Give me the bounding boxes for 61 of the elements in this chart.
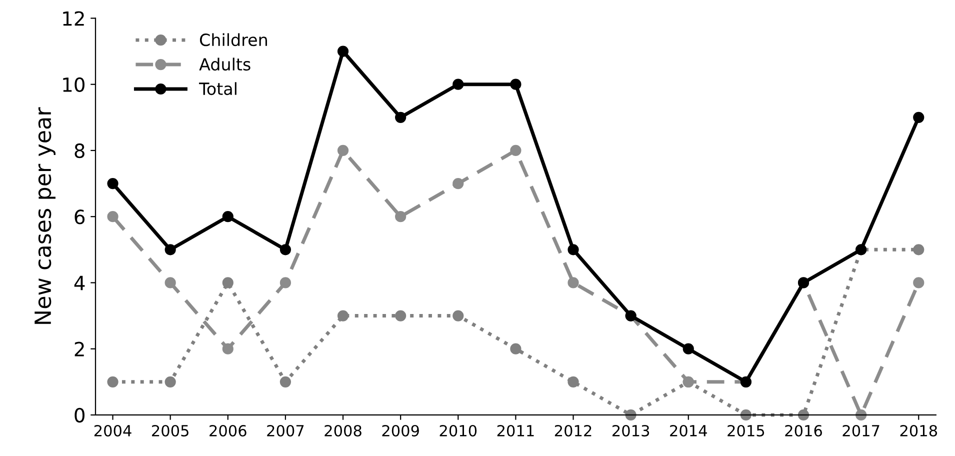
y-tick-label: 10 <box>63 77 84 92</box>
x-tick-label: 2014 <box>670 424 707 437</box>
point <box>568 376 579 388</box>
point <box>107 376 118 388</box>
point <box>568 277 579 288</box>
point <box>510 144 522 156</box>
y-tick-label: 4 <box>74 276 85 290</box>
point <box>222 211 234 222</box>
x-tick-label: 2007 <box>267 424 304 437</box>
point <box>222 277 234 288</box>
point <box>337 310 349 322</box>
point <box>280 277 292 288</box>
y-tick-label: 12 <box>63 11 84 26</box>
x-tick-label: 2018 <box>900 424 938 437</box>
legend-label: Total <box>198 82 236 96</box>
legend-label: Children <box>200 33 267 46</box>
point <box>452 178 464 190</box>
point <box>452 310 464 322</box>
point <box>395 112 406 123</box>
x-tick-label: 2010 <box>440 424 477 437</box>
point <box>164 244 176 256</box>
point <box>913 277 924 288</box>
y-tick-label: 6 <box>74 210 85 224</box>
x-tick-label: 2009 <box>382 424 419 437</box>
point <box>222 343 234 354</box>
point <box>625 409 636 421</box>
point <box>510 78 522 90</box>
point <box>740 409 752 421</box>
point <box>337 46 349 57</box>
y-tick-label: 2 <box>74 342 84 356</box>
x-tick-label: 2013 <box>612 424 650 437</box>
x-tick-label: 2005 <box>152 424 188 437</box>
point <box>568 244 579 256</box>
point <box>280 244 292 256</box>
point <box>798 409 810 421</box>
point <box>913 244 924 256</box>
point <box>913 112 924 123</box>
x-tick-label: 2017 <box>842 424 880 437</box>
point <box>452 78 464 90</box>
x-tick-label: 2006 <box>210 424 246 437</box>
x-tick-label: 2008 <box>324 424 362 437</box>
y-axis-title: New cases per year <box>34 107 56 324</box>
y-tick-label: 0 <box>74 408 84 423</box>
x-tick-label: 2004 <box>94 424 132 437</box>
x-tick-label: 2011 <box>497 424 534 437</box>
point <box>337 144 349 156</box>
point <box>510 343 522 354</box>
point <box>164 277 176 288</box>
point <box>856 409 867 421</box>
point <box>395 310 406 322</box>
point <box>107 211 118 222</box>
point <box>164 376 176 388</box>
x-tick-label: 2015 <box>728 424 764 437</box>
point <box>107 178 118 190</box>
x-tick-label: 2016 <box>785 424 822 437</box>
point <box>682 343 694 354</box>
legend-label: Adults <box>199 58 250 71</box>
point <box>280 376 292 388</box>
x-tick-label: 2012 <box>554 424 592 437</box>
point <box>395 211 406 222</box>
y-tick-label: 8 <box>74 143 84 158</box>
